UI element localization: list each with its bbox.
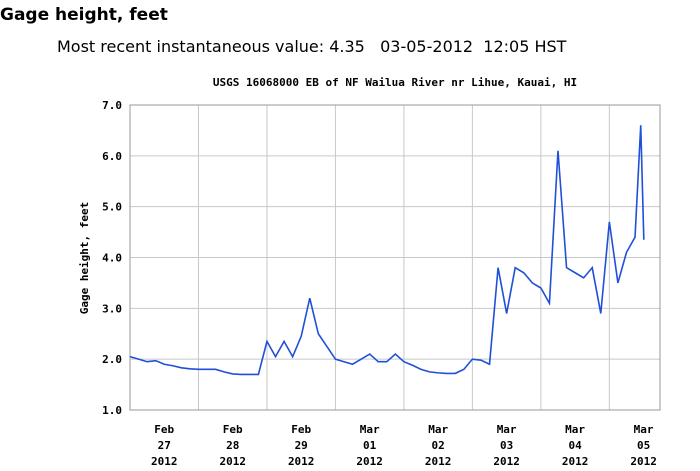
x-tick-label: 2012 bbox=[562, 455, 589, 468]
x-tick-label: Feb bbox=[291, 423, 311, 436]
plot-border bbox=[129, 104, 661, 411]
x-tick-label: 2012 bbox=[425, 455, 452, 468]
x-tick-label: Mar bbox=[428, 423, 448, 436]
x-tick-label: Mar bbox=[360, 423, 380, 436]
x-tick-label: 2012 bbox=[356, 455, 383, 468]
y-tick-label: 7.0 bbox=[102, 99, 122, 112]
x-tick-label: 2012 bbox=[493, 455, 520, 468]
x-tick-label: 27 bbox=[158, 439, 171, 452]
y-axis-label: Gage height, feet bbox=[78, 202, 91, 315]
x-tick-label: 29 bbox=[295, 439, 308, 452]
x-tick-label: 04 bbox=[568, 439, 582, 452]
x-tick-label: Mar bbox=[497, 423, 517, 436]
y-tick-label: 1.0 bbox=[102, 404, 122, 417]
page-subtitle: Most recent instantaneous value: 4.35 03… bbox=[57, 37, 567, 56]
y-tick-label: 3.0 bbox=[102, 302, 122, 315]
x-tick-label: 01 bbox=[363, 439, 377, 452]
y-tick-label: 5.0 bbox=[102, 201, 122, 214]
x-tick-label: 02 bbox=[432, 439, 445, 452]
x-tick-label: 05 bbox=[637, 439, 650, 452]
x-tick-label: 2012 bbox=[151, 455, 178, 468]
x-tick-label: 28 bbox=[226, 439, 239, 452]
x-tick-label: 2012 bbox=[630, 455, 657, 468]
x-tick-label: 2012 bbox=[219, 455, 246, 468]
x-tick-label: Mar bbox=[634, 423, 654, 436]
y-tick-label: 6.0 bbox=[102, 150, 122, 163]
x-tick-label: Mar bbox=[565, 423, 585, 436]
data-line bbox=[129, 125, 645, 376]
x-tick-label: Feb bbox=[154, 423, 174, 436]
y-tick-label: 4.0 bbox=[102, 252, 122, 265]
chart-title: USGS 16068000 EB of NF Wailua River nr L… bbox=[213, 76, 577, 89]
x-tick-label: Feb bbox=[223, 423, 243, 436]
y-tick-label: 2.0 bbox=[102, 353, 122, 366]
page-title: Gage height, feet bbox=[0, 5, 168, 25]
x-tick-label: 03 bbox=[500, 439, 513, 452]
x-tick-label: 2012 bbox=[288, 455, 315, 468]
